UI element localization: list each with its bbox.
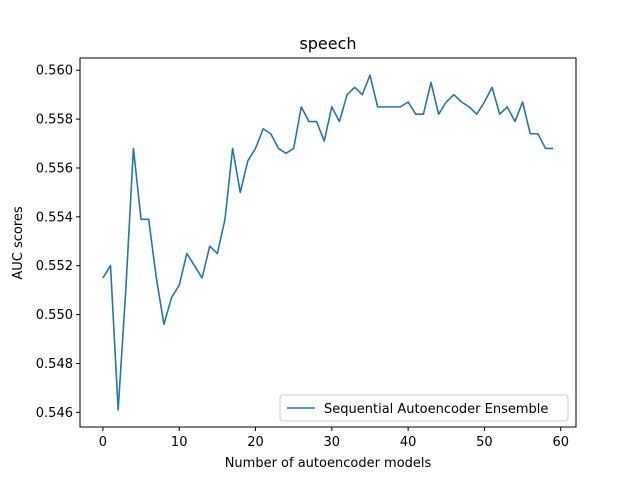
x-tick-label: 10 — [171, 435, 188, 450]
x-tick-label: 30 — [324, 435, 341, 450]
y-tick-label: 0.546 — [36, 406, 73, 421]
x-tick-label: 60 — [552, 435, 569, 450]
y-tick-label: 0.554 — [36, 210, 73, 225]
y-tick-label: 0.550 — [36, 308, 73, 323]
x-tick-label: 0 — [99, 435, 107, 450]
x-axis-label: Number of autoencoder models — [225, 456, 432, 471]
x-tick-label: 50 — [476, 435, 493, 450]
series-line-0 — [102, 74, 554, 411]
y-tick-label: 0.552 — [36, 259, 73, 274]
y-axis: 0.546 0.548 0.550 0.552 0.554 0.556 0.558 0.560 — [36, 64, 80, 421]
y-tick-label: 0.560 — [36, 64, 73, 79]
legend: Sequential Autoencoder Ensemble — [279, 394, 569, 422]
y-tick-label: 0.548 — [36, 357, 73, 372]
x-axis: 0 10 20 30 40 50 60 — [99, 427, 569, 450]
x-tick-label: 40 — [400, 435, 417, 450]
x-tick-label: 20 — [247, 435, 264, 450]
legend-box — [279, 394, 569, 422]
chart-title: speech — [299, 34, 356, 53]
y-tick-label: 0.558 — [36, 113, 73, 128]
plot-area — [79, 57, 577, 428]
y-tick-label: 0.556 — [36, 161, 73, 176]
legend-label: Sequential Autoencoder Ensemble — [324, 402, 548, 417]
plot-frame — [79, 57, 577, 428]
series-layer — [102, 74, 554, 411]
y-axis-label: AUC scores — [11, 206, 26, 280]
